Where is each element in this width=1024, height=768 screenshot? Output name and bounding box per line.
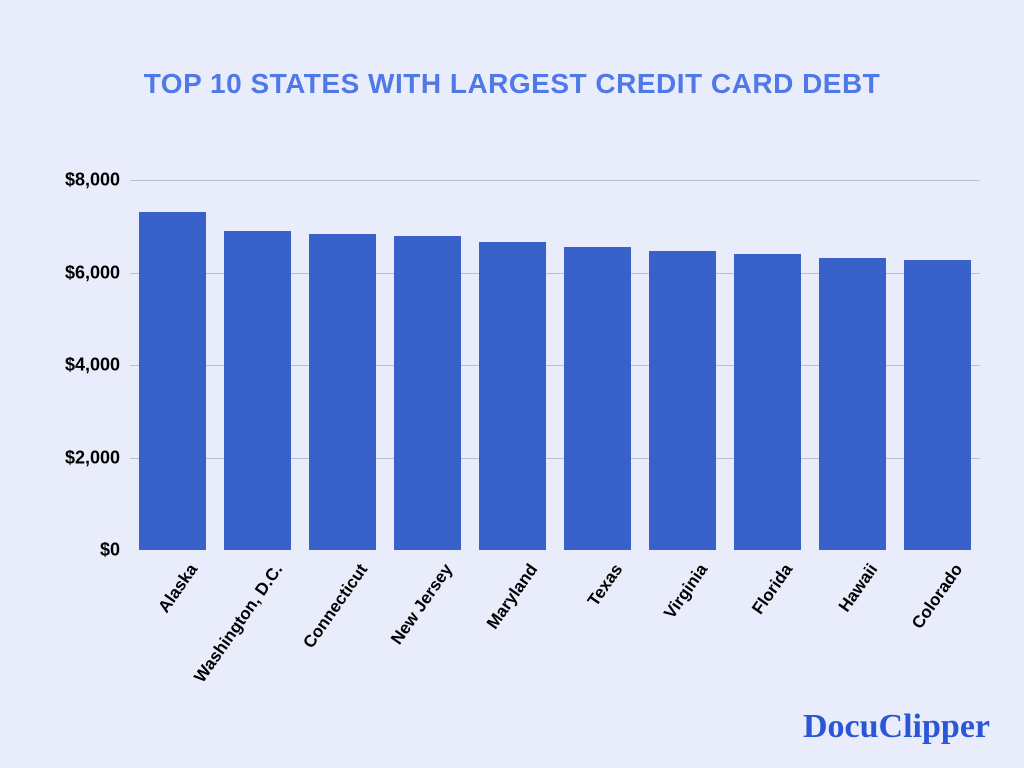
y-axis-tick-label: $0 — [100, 540, 130, 561]
bar — [649, 251, 715, 550]
bar — [734, 254, 800, 550]
y-axis-tick-label: $8,000 — [65, 170, 130, 191]
y-axis-tick-label: $4,000 — [65, 355, 130, 376]
y-axis-tick-label: $6,000 — [65, 262, 130, 283]
bar — [819, 258, 885, 550]
chart-title: TOP 10 STATES WITH LARGEST CREDIT CARD D… — [0, 68, 1024, 100]
brand-logo: DocuClipper — [803, 708, 990, 746]
chart-canvas: TOP 10 STATES WITH LARGEST CREDIT CARD D… — [0, 0, 1024, 768]
plot-area: $0$2,000$4,000$6,000$8,000AlaskaWashingt… — [130, 180, 980, 550]
y-axis-tick-label: $2,000 — [65, 447, 130, 468]
bar — [904, 260, 970, 550]
bar — [139, 212, 205, 550]
bar — [224, 231, 290, 550]
